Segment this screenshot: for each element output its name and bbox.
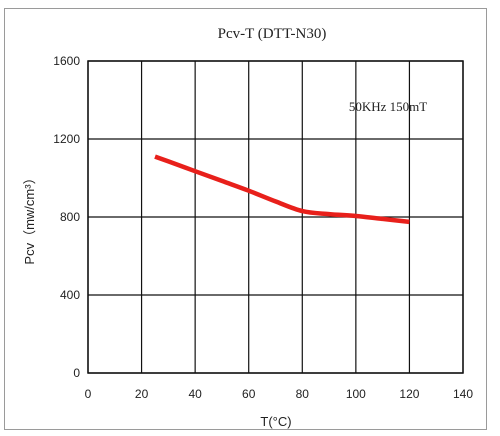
x-tick-label: 80 (296, 387, 310, 401)
y-tick-label: 400 (60, 288, 80, 302)
y-tick-label: 1600 (53, 54, 80, 68)
y-tick-label: 800 (60, 210, 80, 224)
x-tick-label: 140 (453, 387, 473, 401)
chart-frame (4, 8, 487, 430)
x-tick-label: 20 (135, 387, 149, 401)
x-tick-label: 100 (346, 387, 366, 401)
series-line (154, 154, 410, 225)
chart-annotation: 50KHz 150mT (349, 99, 427, 114)
x-tick-label: 60 (242, 387, 256, 401)
chart-title: Pcv-T (DTT-N30) (218, 26, 327, 42)
y-axis-label: Pcv（mw/cm³） (22, 171, 37, 264)
y-tick-label: 0 (73, 366, 80, 380)
x-tick-label: 120 (399, 387, 419, 401)
y-tick-label: 1200 (53, 132, 80, 146)
x-tick-label: 0 (85, 387, 92, 401)
x-tick-label: 40 (188, 387, 202, 401)
x-axis-label: T(°C) (260, 414, 291, 429)
plot-area (87, 60, 464, 374)
series-layer (154, 154, 410, 225)
tick-labels: 0 20 40 60 80 100 120 140 0 400 800 1200 1600 (53, 54, 473, 401)
